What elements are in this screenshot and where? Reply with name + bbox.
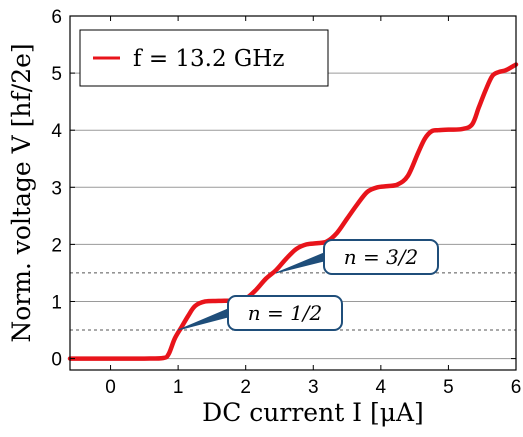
ticks: 0 1 2 3 4 5 6 0 1 2 3 4 5 6 (51, 7, 521, 398)
y-tick-label: 5 (51, 64, 62, 85)
annotations: n = 1/2 n = 3/2 (177, 239, 439, 331)
series-layer (67, 62, 519, 361)
y-tick-label: 3 (51, 178, 62, 199)
x-tick-label: 2 (240, 377, 251, 398)
y-axis-label: Norm. voltage V [hf/2e] (7, 43, 36, 342)
legend: f = 13.2 GHz (79, 29, 329, 87)
y-tick-label: 6 (51, 7, 62, 28)
y-tick-label: 1 (51, 292, 62, 313)
callout-label: n = 3/2 (344, 245, 419, 269)
x-tick-label: 1 (173, 377, 184, 398)
x-tick-label: 5 (443, 377, 454, 398)
callout-box (323, 239, 439, 275)
x-tick-label: 3 (308, 377, 319, 398)
x-axis-label: DC current I [μA] (202, 398, 424, 427)
callout-label: n = 1/2 (248, 301, 323, 325)
legend-entry: f = 13.2 GHz (133, 46, 284, 72)
callout-box (227, 295, 343, 331)
legend-box (79, 29, 329, 87)
x-tick-label: 6 (511, 377, 522, 398)
series-line (67, 62, 519, 361)
x-tick-label: 4 (376, 377, 387, 398)
plot-frame (69, 15, 517, 371)
y-tick-label: 0 (51, 350, 62, 371)
x-tick-label: 0 (105, 377, 116, 398)
y-tick-label: 4 (51, 121, 62, 142)
y-tick-label: 2 (51, 235, 62, 256)
